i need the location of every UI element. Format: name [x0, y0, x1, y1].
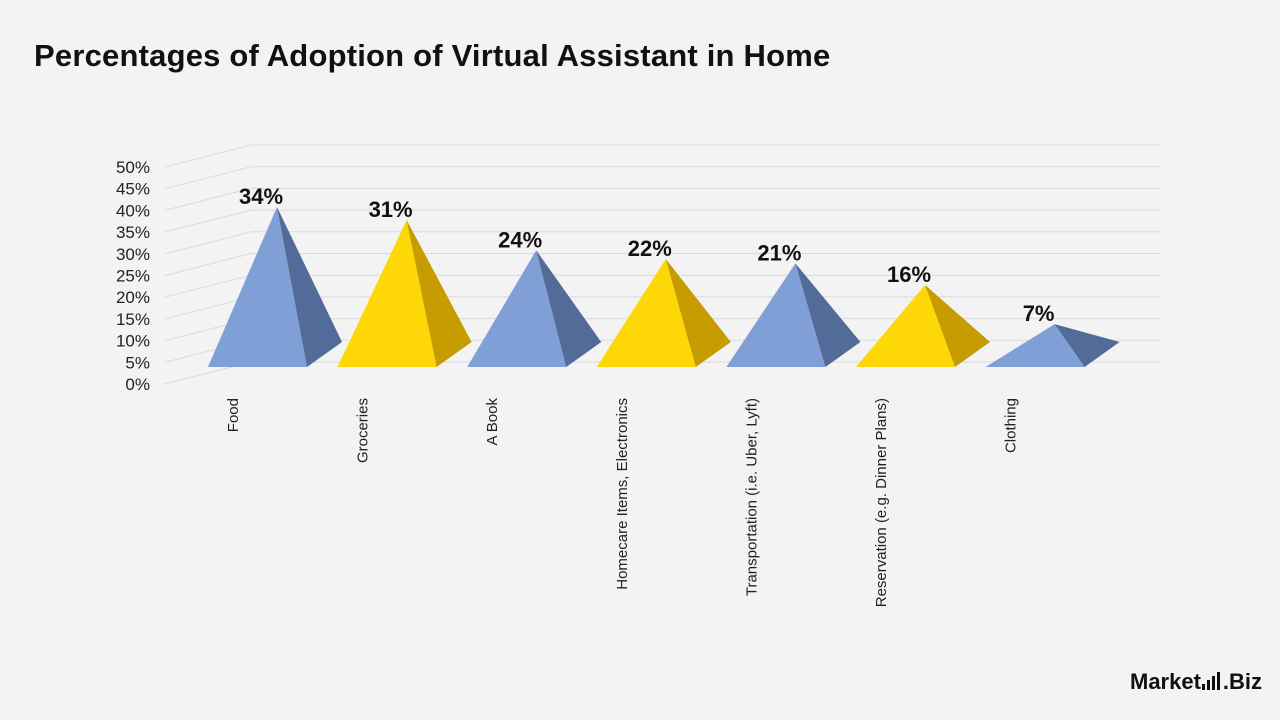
y-tick-label: 45% [116, 180, 150, 199]
pyramid-bar [856, 285, 990, 367]
gridline-diagonal [164, 187, 252, 211]
pyramid-side-face [406, 219, 472, 367]
y-tick-label: 25% [116, 267, 150, 286]
pyramid-bar [726, 263, 861, 367]
pyramid-side-face [277, 206, 342, 367]
pyramid-bar [337, 219, 472, 367]
brand-bars-icon [1201, 670, 1222, 690]
y-tick-label: 50% [116, 158, 150, 177]
gridline-diagonal [164, 166, 252, 190]
x-tick-label: A Book [484, 398, 501, 446]
pyramid-front-face [985, 324, 1085, 367]
y-tick-label: 30% [116, 245, 150, 264]
data-label: 16% [887, 262, 931, 287]
y-tick-label: 20% [116, 288, 150, 307]
y-tick-label: 0% [125, 375, 150, 394]
x-axis-labels: Food Groceries A Book Homecare Items, Elect… [225, 398, 1020, 608]
pyramid-bars [208, 206, 1120, 367]
chart-title: Percentages of Adoption of Virtual Assis… [34, 38, 831, 73]
x-tick-label: Food [225, 398, 242, 432]
x-tick-label: Reservation (e.g. Dinner Plans) [873, 398, 890, 607]
y-tick-label: 5% [125, 353, 150, 372]
data-label: 7% [1023, 301, 1055, 326]
y-tick-label: 15% [116, 310, 150, 329]
pyramid-front-face [208, 206, 307, 367]
x-tick-label: Homecare Items, Electronics [614, 398, 631, 590]
pyramid-front-face [726, 263, 826, 367]
pyramid-side-face [1054, 324, 1120, 367]
brand-name: Market [1130, 669, 1201, 694]
pyramid-bar [467, 250, 602, 367]
data-label: 34% [239, 184, 283, 209]
pyramid-bar [208, 206, 342, 367]
y-tick-label: 10% [116, 332, 150, 351]
y-tick-label: 40% [116, 201, 150, 220]
pyramid-side-face [795, 263, 861, 367]
data-label: 31% [369, 197, 413, 222]
pyramid-side-face [665, 259, 731, 367]
pyramid-front-face [467, 250, 567, 367]
x-tick-label: Transportation (i.e. Uber, Lyft) [743, 398, 760, 596]
y-axis-ticks: 0% 5% 10% 15% 20% 25% 30% 35% 40% 45% 50% [116, 158, 150, 394]
gridline-diagonal [164, 144, 252, 168]
pyramid-bar [596, 259, 731, 367]
data-label: 22% [628, 236, 672, 261]
pyramid-side-face [925, 285, 990, 367]
pyramid-front-face [856, 285, 955, 367]
pyramid-front-face [337, 219, 437, 367]
data-labels: 34% 31% 24% 22% 21% 16% 7% [239, 184, 1055, 326]
pyramid-front-face [596, 259, 696, 367]
y-tick-label: 35% [116, 223, 150, 242]
pyramid-side-face [536, 250, 602, 367]
gridline-diagonal [164, 274, 252, 298]
x-tick-label: Clothing [1003, 398, 1020, 453]
x-tick-label: Groceries [355, 398, 372, 463]
pyramid-bar [985, 324, 1120, 367]
brand-logo: Market .Biz [1130, 670, 1262, 693]
gridline-diagonal [164, 253, 252, 276]
data-label: 24% [498, 227, 542, 252]
gridline-diagonal [164, 231, 252, 255]
gridline-diagonal [164, 209, 252, 233]
brand-suffix: .Biz [1222, 669, 1263, 694]
data-label: 21% [757, 240, 801, 265]
